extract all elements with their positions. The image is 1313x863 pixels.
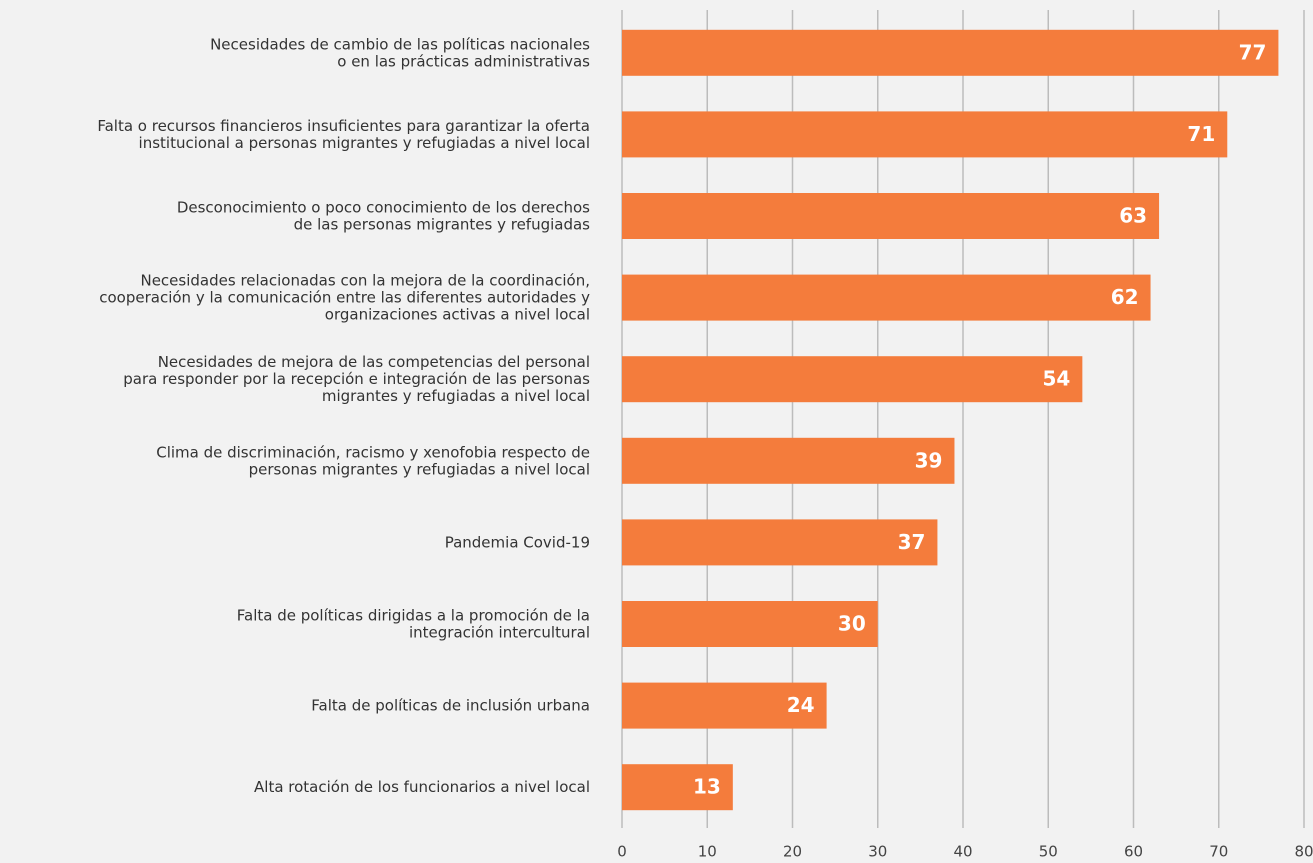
label-line: cooperación y la comunicación entre las …: [99, 288, 590, 306]
label-line: Falta de políticas de inclusión urbana: [311, 696, 590, 714]
y-tick-label: Necesidades de cambio de las políticas n…: [210, 35, 590, 70]
y-tick-label: Desconocimiento o poco conocimiento de l…: [177, 198, 590, 233]
value-label: 71: [1187, 122, 1215, 146]
value-label: 39: [915, 448, 943, 472]
bar: [622, 764, 733, 811]
bar: [622, 193, 1160, 239]
label-line: Pandemia Covid-19: [445, 533, 590, 551]
label-line: de las personas migrantes y refugiadas: [294, 215, 591, 233]
bar: [622, 356, 1083, 403]
label-line: Clima de discriminación, racismo y xenof…: [156, 443, 590, 461]
value-label: 77: [1239, 40, 1267, 64]
x-tick-label: 10: [698, 843, 717, 861]
bar: [622, 274, 1151, 321]
label-line: integración intercultural: [409, 623, 590, 641]
y-tick-label: Necesidades relacionadas con la mejora d…: [99, 271, 590, 323]
value-label: 30: [838, 612, 866, 636]
y-tick-label: Pandemia Covid-19: [445, 533, 590, 551]
label-line: Falta de políticas dirigidas a la promoc…: [237, 606, 590, 624]
bar: [622, 682, 827, 729]
label-line: para responder por la recepción e integr…: [123, 370, 590, 388]
x-tick-label: 60: [1124, 843, 1143, 861]
value-label: 13: [693, 775, 721, 799]
y-tick-label: Falta de políticas de inclusión urbana: [311, 696, 590, 714]
bar: [622, 29, 1279, 76]
y-tick-label: Falta o recursos financieros insuficient…: [97, 116, 590, 151]
label-line: Desconocimiento o poco conocimiento de l…: [177, 198, 590, 216]
label-line: organizaciones activas a nivel local: [325, 305, 590, 323]
y-tick-label: Alta rotación de los funcionarios a nive…: [254, 778, 590, 796]
x-tick-label: 70: [1209, 843, 1228, 861]
value-label: 24: [787, 693, 815, 717]
y-tick-label: Necesidades de mejora de las competencia…: [123, 353, 590, 405]
value-label: 37: [898, 530, 926, 554]
bar: [622, 437, 955, 484]
x-tick-label: 30: [868, 843, 887, 861]
x-tick-label: 50: [1039, 843, 1058, 861]
label-line: Necesidades relacionadas con la mejora d…: [140, 271, 590, 289]
x-tick-label: 80: [1294, 843, 1313, 861]
bar: [622, 519, 938, 566]
value-label: 63: [1119, 204, 1147, 228]
value-label: 62: [1111, 285, 1139, 309]
bar: [622, 111, 1228, 158]
bar: [622, 601, 878, 647]
label-line: institucional a personas migrantes y ref…: [139, 133, 590, 151]
label-line: o en las prácticas administrativas: [337, 52, 590, 70]
x-tick-label: 40: [953, 843, 972, 861]
x-tick-label: 20: [783, 843, 802, 861]
x-tick-label: 0: [617, 843, 627, 861]
label-line: Falta o recursos financieros insuficient…: [97, 116, 590, 134]
label-line: Necesidades de mejora de las competencia…: [158, 353, 590, 371]
y-tick-label: Falta de políticas dirigidas a la promoc…: [237, 606, 590, 641]
label-line: Alta rotación de los funcionarios a nive…: [254, 778, 590, 796]
y-tick-label: Clima de discriminación, racismo y xenof…: [156, 443, 590, 478]
label-line: Necesidades de cambio de las políticas n…: [210, 35, 590, 53]
label-line: personas migrantes y refugiadas a nivel …: [249, 460, 590, 478]
value-label: 54: [1043, 367, 1071, 391]
label-line: migrantes y refugiadas a nivel local: [322, 387, 590, 405]
